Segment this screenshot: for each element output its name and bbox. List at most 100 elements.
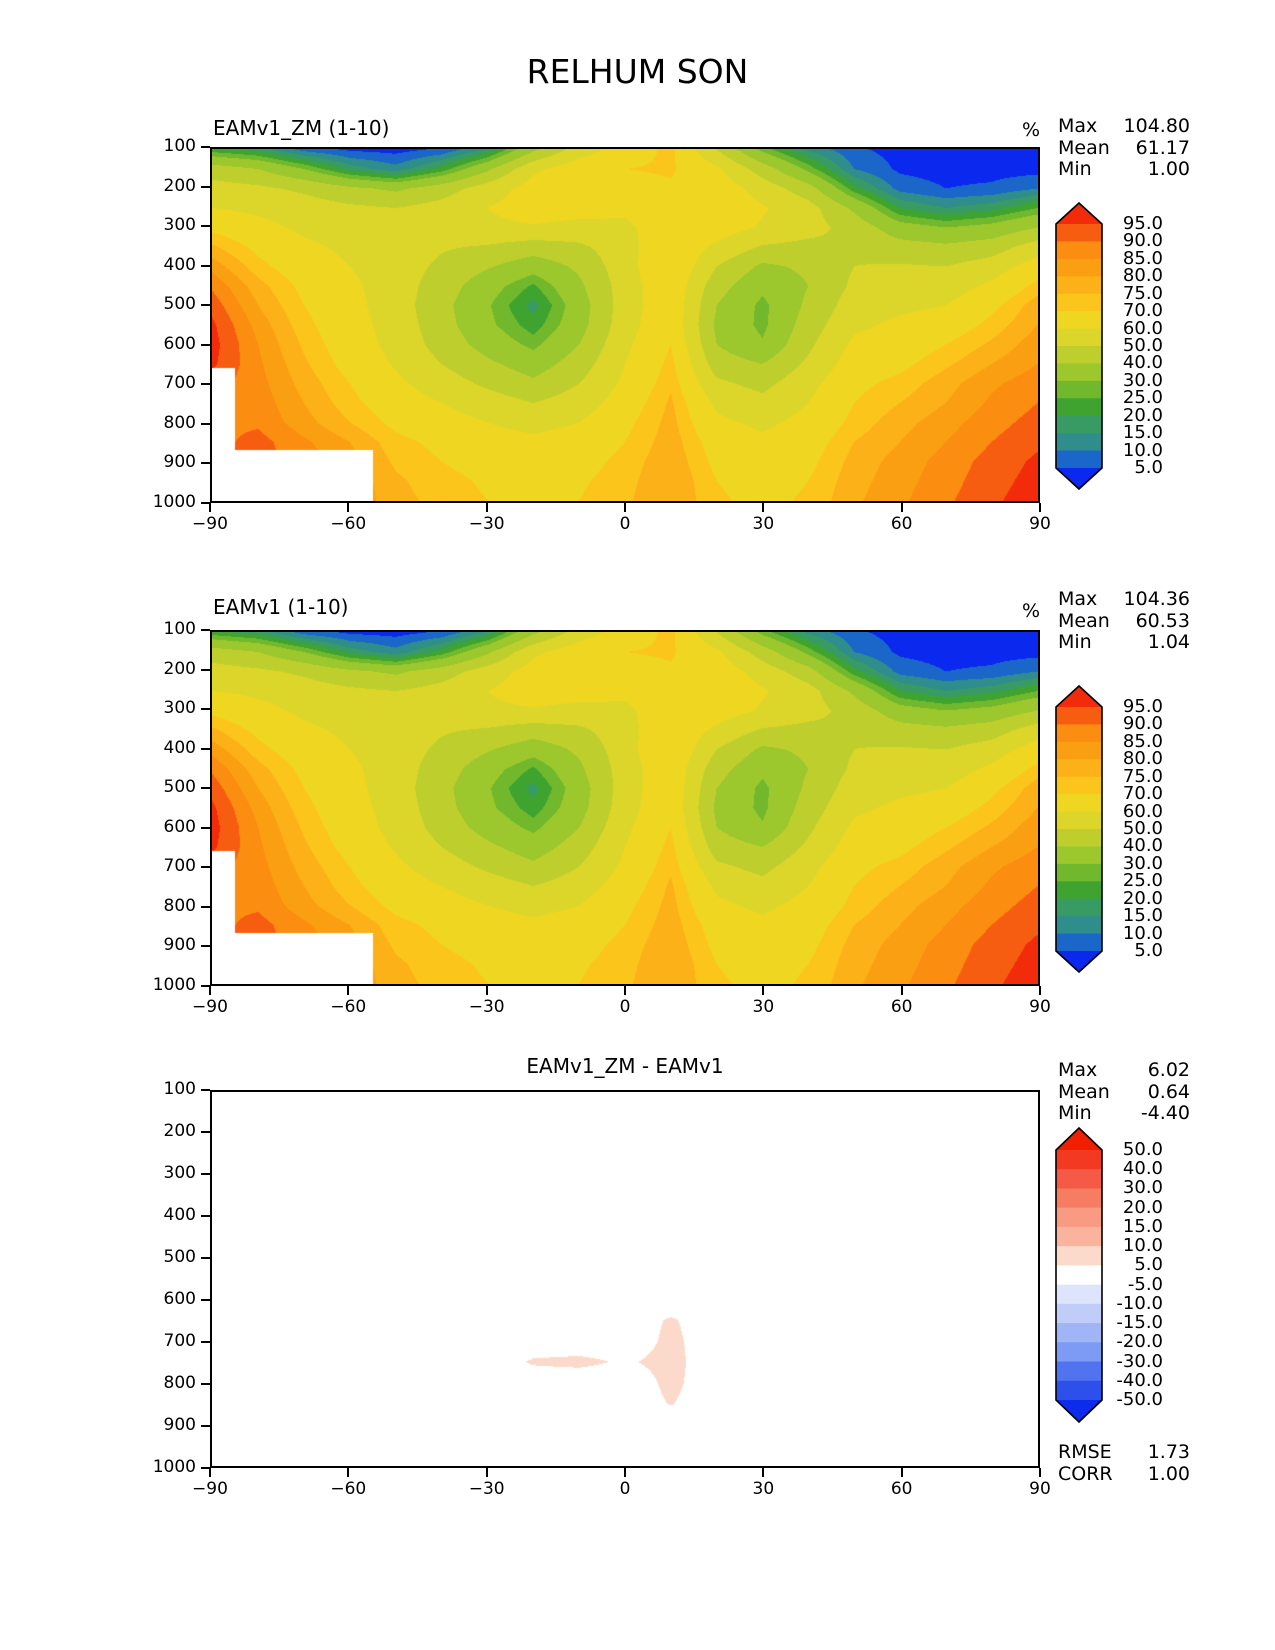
y-tick-mark — [201, 1425, 210, 1427]
colorbar-tick-label: -50.0 — [1116, 1389, 1163, 1410]
y-tick-mark — [201, 1215, 210, 1217]
y-tick-mark — [201, 304, 210, 307]
colorbar-segment — [1056, 951, 1102, 972]
colorbar-tick-label: 5.0 — [1134, 1254, 1163, 1276]
colorbar-segment — [1056, 450, 1102, 469]
colorbar-tick-label: 25.0 — [1122, 387, 1163, 409]
y-tick-label: 1000 — [152, 492, 196, 512]
x-tick-mark — [762, 503, 765, 512]
stat-label: Max — [1058, 588, 1098, 610]
y-tick-mark — [201, 1173, 210, 1175]
y-tick-label: 1000 — [152, 1457, 196, 1477]
stat-row: Mean 60.53 — [1058, 610, 1190, 633]
colorbar-segment — [1056, 776, 1102, 795]
y-tick-mark — [201, 1299, 210, 1301]
x-tick-label: −60 — [330, 997, 367, 1017]
y-tick-label: 300 — [163, 215, 196, 236]
x-tick-mark — [1039, 1468, 1041, 1477]
colorbar-segment — [1056, 881, 1102, 900]
colorbar-segment — [1056, 1265, 1102, 1286]
x-tick-label: 60 — [890, 514, 913, 534]
colorbar-segment — [1056, 1400, 1102, 1422]
colorbar-segment — [1056, 1207, 1102, 1228]
colorbar-tick-label: -10.0 — [1116, 1292, 1163, 1314]
panel-1-stats: Max 104.80 Mean 61.17 Min 1.00 — [1058, 115, 1190, 181]
x-tick-mark — [209, 503, 211, 512]
y-tick-mark — [201, 422, 210, 425]
x-tick-mark — [900, 1468, 903, 1477]
colorbar-segment — [1056, 293, 1102, 312]
colorbar-segment — [1056, 846, 1102, 865]
y-tick-mark — [201, 1383, 210, 1385]
colorbar-segment — [1056, 468, 1102, 489]
y-tick-mark — [201, 905, 210, 908]
y-tick-label: 200 — [163, 658, 196, 679]
colorbar-tick-label: 40.0 — [1122, 835, 1163, 857]
y-tick-mark — [201, 146, 210, 148]
stat-row: Max 104.36 — [1058, 588, 1190, 611]
contour-plot-2 — [210, 630, 1040, 986]
y-tick-mark — [201, 787, 210, 790]
colorbar-segment — [1056, 1284, 1102, 1305]
colorbar-segment — [1056, 863, 1102, 882]
colorbar-segment — [1056, 686, 1102, 707]
colorbar-tick-label: -20.0 — [1116, 1331, 1163, 1353]
difference-contour-plot — [210, 1090, 1040, 1468]
stat-value: 61.17 — [1135, 136, 1190, 159]
x-tick-mark — [485, 1468, 488, 1477]
x-tick-mark — [485, 986, 488, 995]
colorbar-tick-label: 20.0 — [1122, 404, 1163, 426]
colorbar-tick-label: 90.0 — [1122, 713, 1163, 735]
y-tick-label: 900 — [163, 452, 196, 473]
y-tick-mark — [201, 1257, 210, 1259]
stat-label: Min — [1058, 1102, 1092, 1124]
x-tick-mark — [624, 1468, 626, 1477]
stat-value: 6.02 — [1147, 1059, 1190, 1081]
x-tick-label: −60 — [330, 514, 367, 534]
colorbar-segment — [1056, 759, 1102, 778]
colorbar-tick-label: -30.0 — [1116, 1350, 1163, 1372]
colorbar-segment — [1056, 1303, 1102, 1324]
panel-3-stats: Max 6.02 Mean 0.64 Min -4.40 — [1058, 1059, 1190, 1125]
y-tick-mark — [201, 668, 210, 671]
colorbar-segment — [1056, 346, 1102, 365]
y-tick-mark — [201, 945, 210, 948]
x-tick-mark — [900, 503, 903, 512]
y-tick-label: 600 — [163, 333, 196, 354]
x-tick-label: 0 — [619, 514, 631, 534]
colorbar-segment — [1056, 916, 1102, 935]
y-tick-label: 800 — [163, 895, 196, 916]
colorbar-segment — [1056, 1188, 1102, 1209]
x-tick-mark — [624, 503, 626, 512]
colorbar-tick-label: 30.0 — [1122, 852, 1163, 874]
colorbar-segment — [1056, 724, 1102, 743]
colorbar-tick-label: 25.0 — [1122, 870, 1163, 892]
stat-row: Min 1.00 — [1058, 158, 1190, 181]
y-tick-label: 100 — [163, 1079, 196, 1099]
x-tick-label: 90 — [1029, 1479, 1051, 1499]
y-tick-mark — [201, 708, 210, 711]
x-tick-mark — [209, 986, 211, 995]
y-tick-mark — [201, 383, 210, 386]
stat-row: Min 1.04 — [1058, 631, 1190, 654]
colorbar-segment — [1056, 1169, 1102, 1190]
y-tick-mark — [201, 1341, 210, 1343]
stat-value: 0.64 — [1147, 1080, 1190, 1103]
colorbar-tick-label: 5.0 — [1134, 457, 1163, 478]
x-tick-label: −90 — [192, 1479, 228, 1499]
panel-2-stats: Max 104.36 Mean 60.53 Min 1.04 — [1058, 588, 1190, 654]
colorbar-segment — [1056, 276, 1102, 295]
y-tick-label: 600 — [163, 816, 196, 837]
x-tick-label: −90 — [192, 997, 228, 1017]
y-tick-mark — [201, 462, 210, 465]
stat-value: -4.40 — [1140, 1102, 1190, 1124]
panel-1-units-label: % — [1021, 119, 1040, 141]
y-tick-mark — [201, 1131, 210, 1133]
rmse-corr-stats: RMSE 1.73 CORR 1.00 — [1058, 1441, 1190, 1485]
y-tick-mark — [201, 985, 210, 987]
colorbar-tick-label: 60.0 — [1122, 317, 1163, 339]
stat-label: Min — [1058, 631, 1092, 653]
colorbar-tick-label: 15.0 — [1122, 905, 1163, 927]
x-tick-label: −90 — [192, 514, 228, 534]
stat-value: 1.04 — [1147, 631, 1190, 653]
